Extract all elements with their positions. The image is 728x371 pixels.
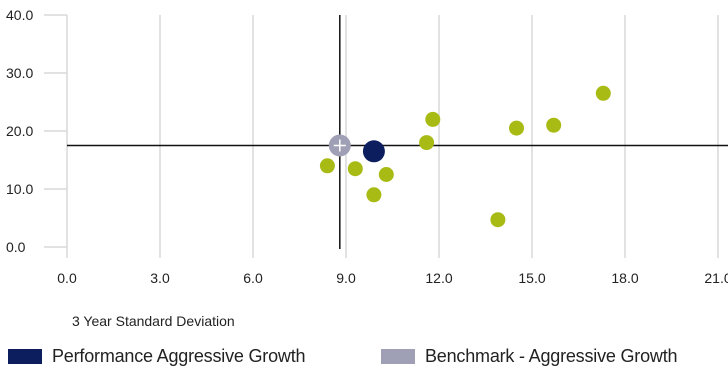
peer-point	[546, 117, 562, 133]
x-tick-label: 0.0	[57, 270, 77, 286]
y-tick-label: 30.0	[6, 65, 33, 81]
peer-point	[378, 167, 394, 182]
peer-point	[595, 85, 611, 101]
legend-label-benchmark: Benchmark - Aggressive Growth	[425, 346, 678, 366]
peer-point	[347, 161, 363, 177]
y-tick-label: 20.0	[6, 123, 33, 139]
x-tick-label: 18.0	[611, 270, 638, 286]
data-points	[319, 85, 611, 228]
peer-point	[366, 187, 382, 203]
peer-point	[509, 120, 524, 136]
legend-item-performance: Performance Aggressive Growth	[8, 346, 306, 367]
x-axis-label: 3 Year Standard Deviation	[72, 313, 235, 329]
peer-point	[319, 158, 335, 174]
grid-lines	[44, 14, 719, 258]
x-axis-ticks: 0.0 3.0 6.0 9.0 12.0 15.0 18.0 21.0	[57, 270, 728, 286]
scatter-plot: 0.0 3.0 6.0 9.0 12.0 15.0 18.0 21.0 0.0 10.0 20.0…	[6, 7, 728, 286]
legend-swatch-performance	[8, 349, 42, 364]
peer-point	[425, 111, 441, 127]
reference-lines	[67, 15, 728, 249]
x-tick-label: 15.0	[518, 270, 545, 286]
y-tick-label: 0.0	[6, 239, 26, 255]
y-axis-ticks: 0.0 10.0 20.0 30.0 40.0	[6, 7, 33, 255]
legend-label-performance: Performance Aggressive Growth	[52, 346, 306, 366]
legend-swatch-benchmark	[381, 349, 415, 364]
x-tick-label: 12.0	[425, 270, 452, 286]
peer-point	[419, 135, 435, 151]
x-tick-label: 21.0	[704, 270, 728, 286]
y-tick-label: 10.0	[6, 181, 33, 197]
performance-point	[362, 140, 385, 163]
peer-point	[490, 212, 506, 228]
x-tick-label: 9.0	[336, 270, 356, 286]
y-tick-label: 40.0	[6, 7, 33, 23]
x-tick-label: 6.0	[243, 270, 263, 286]
legend-item-benchmark: Benchmark - Aggressive Growth	[381, 346, 678, 367]
x-tick-label: 3.0	[150, 270, 170, 286]
